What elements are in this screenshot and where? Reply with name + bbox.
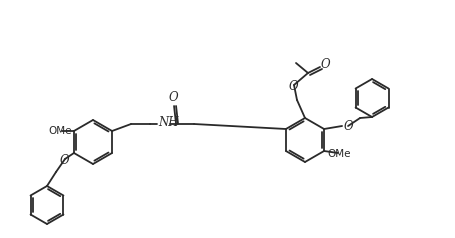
Text: O: O (168, 91, 177, 104)
Text: OMe: OMe (48, 125, 72, 135)
Text: O: O (319, 59, 329, 71)
Text: O: O (288, 80, 297, 93)
Text: NH: NH (158, 116, 178, 129)
Text: O: O (342, 119, 352, 133)
Text: OMe: OMe (326, 149, 350, 159)
Text: O: O (60, 154, 69, 167)
